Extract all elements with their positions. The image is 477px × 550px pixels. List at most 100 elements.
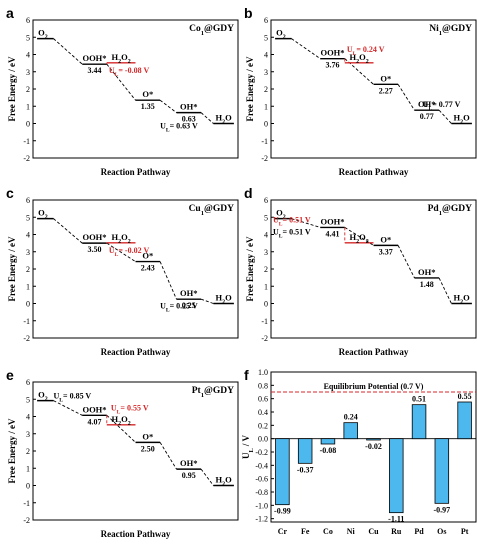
y-axis-label: Free Energy / eV (245, 56, 255, 122)
plot-frame (32, 199, 239, 339)
panel-f: f -1.2 -1.0 -0.8 -0.6 -0.4 -0.2 0.0 0.2 0.4 0.6 0.8… (241, 367, 477, 536)
y-axis-label: Free Energy / eV (245, 236, 255, 302)
connector-line (291, 38, 321, 60)
energy-value: 1.35 (141, 102, 155, 111)
connector-line (106, 63, 136, 101)
y-tick-label: 5 (264, 33, 268, 42)
y-tick-label: -0.6 (255, 475, 268, 484)
y-tick-label: -2 (23, 516, 30, 525)
y-tick-label: 5 (26, 213, 30, 222)
y-tick-label: 6 (264, 16, 268, 25)
y-axis-label: Free Energy / eV (7, 56, 17, 122)
energy-value: 0.95 (182, 471, 196, 480)
y-tick-label: 1 (26, 282, 30, 291)
bar-value-label: -0.08 (320, 446, 337, 455)
ul-annotation: UL= 0.85 V (54, 391, 92, 403)
species-label: H2O (216, 475, 233, 488)
y-tick-label: 3 (264, 248, 268, 257)
energy-value: 1.48 (420, 280, 434, 289)
x-axis-label: Reaction Pathway (101, 347, 171, 357)
y-tick-label: -2 (261, 154, 268, 163)
x-tick-label: Co (323, 527, 333, 536)
y-tick-label: 0.8 (258, 381, 268, 390)
panel-letter: b (244, 5, 253, 21)
panel-letter: d (244, 185, 253, 201)
x-tick-label: Pd (414, 527, 424, 536)
connector-line (159, 99, 177, 113)
connector-line (106, 414, 136, 443)
y-tick-label: -1 (23, 499, 30, 508)
bar (343, 422, 358, 440)
bar-value-label: -1.11 (388, 515, 404, 524)
bar-value-label: 0.24 (344, 413, 358, 422)
x-tick-label: Pt (461, 527, 469, 536)
species-label: OH* (180, 288, 197, 298)
y-tick-label: 2 (26, 265, 30, 274)
species-label: OOH* (82, 404, 106, 414)
connector-line (106, 242, 136, 262)
energy-value: 2.27 (379, 86, 393, 95)
y-tick-label: -2 (261, 334, 268, 343)
species-label: OH* (418, 267, 435, 277)
plot-frame (270, 371, 477, 523)
y-tick-label: 3 (26, 68, 30, 77)
ul-annotation: UL= 0.25 V (160, 302, 198, 314)
y-tick-label: -1.2 (255, 515, 268, 524)
bar-value-label: -0.97 (433, 505, 450, 514)
x-tick-label: Fe (301, 527, 310, 536)
connector-line (438, 277, 452, 304)
ul-annotation: UL= 0.55 V (111, 403, 149, 415)
y-tick-label: 3 (26, 430, 30, 439)
y-tick-label: 5 (26, 395, 30, 404)
y-axis-label: Free Energy / eV (7, 236, 17, 302)
y-tick-label: -0.4 (255, 461, 268, 470)
connector-line (200, 468, 214, 486)
energy-value: 3.37 (379, 247, 393, 256)
y-tick-label: -1 (23, 137, 30, 146)
connector-line (397, 245, 415, 279)
x-axis-label: Reaction Pathway (339, 167, 409, 177)
energy-value: 3.44 (88, 66, 102, 75)
energy-value: 4.07 (88, 417, 102, 426)
bar-value-label: 0.51 (412, 395, 426, 404)
y-tick-label: 0 (264, 300, 268, 309)
y-tick-label: 6 (26, 378, 30, 387)
panel-title: Co1@GDY (189, 24, 234, 37)
y-tick-label: 1.0 (258, 368, 268, 377)
equilibrium-label: Equilibrium Potential (0.7 V) (324, 382, 424, 391)
y-tick-label: -1 (261, 317, 268, 326)
energy-value: 0.63 (182, 115, 196, 124)
panel-a: -2 -1 0 1 2 3 4 5 6 a Co1@GDY Reaction Pathway Free … (6, 5, 239, 177)
plot-frame (32, 19, 239, 159)
x-tick-label: Ru (391, 527, 402, 536)
bar-value-label: 0.55 (458, 392, 472, 401)
energy-value: 2.50 (141, 444, 155, 453)
y-tick-label: 2 (264, 265, 268, 274)
h2o2-label: H2O2 (112, 232, 131, 245)
ul-annotation: UL= -0.08 V (109, 66, 150, 78)
y-tick-label: 2 (26, 85, 30, 94)
y-tick-label: 0 (26, 482, 30, 491)
energy-value: 0.77 (420, 112, 434, 121)
h2o2-label: H2O2 (112, 52, 131, 65)
bar (320, 438, 336, 445)
y-tick-label: 3 (26, 248, 30, 257)
species-label: H2O (216, 293, 233, 306)
species-label: O2 (276, 28, 286, 41)
y-tick-label: -1 (261, 137, 268, 146)
connector-line (53, 218, 83, 244)
bar (297, 438, 313, 464)
y-tick-label: 1 (264, 102, 268, 111)
panel-title: Pt1@GDY (192, 386, 234, 399)
species-label: O2 (276, 208, 286, 221)
species-label: O* (142, 431, 153, 441)
connector-line (159, 442, 177, 470)
plot-frame (270, 19, 477, 159)
energy-value: 3.76 (326, 61, 340, 70)
connector-line (200, 298, 214, 304)
y-tick-label: 4 (26, 51, 30, 60)
energy-value: 4.41 (326, 229, 340, 238)
y-tick-label: -0.2 (255, 448, 268, 457)
connector-line (397, 84, 415, 111)
